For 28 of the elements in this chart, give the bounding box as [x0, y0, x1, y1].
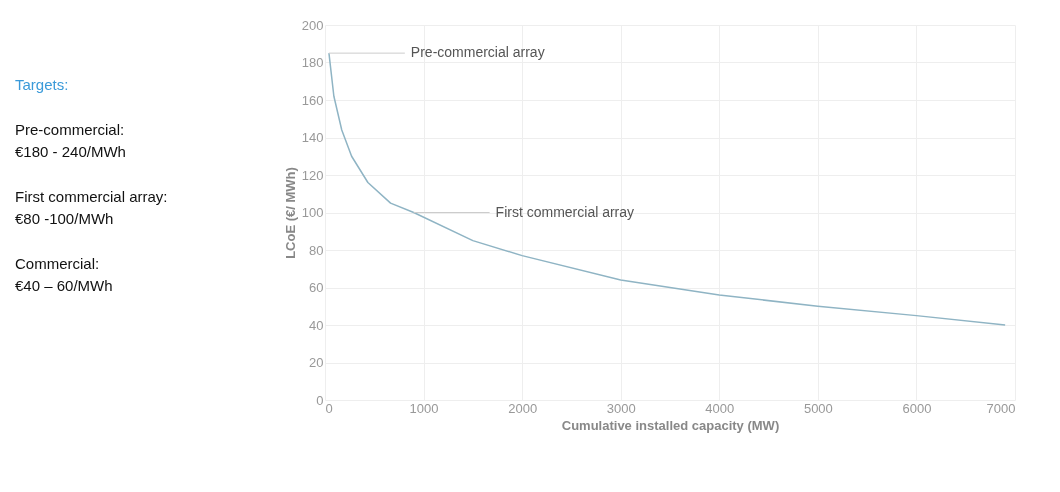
- x-tick-label: 1000: [409, 400, 439, 416]
- text: €80 -100/MWh: [15, 210, 114, 227]
- text: Pre-commercial:: [15, 121, 125, 138]
- y-tick-label: 200: [301, 17, 324, 33]
- y-tick-label: 20: [309, 355, 324, 370]
- x-tick-label: 4000: [705, 400, 735, 416]
- x-tick-label: 7000: [986, 400, 1016, 416]
- y-tick-label: 180: [301, 55, 324, 70]
- y-tick-label: 120: [301, 167, 324, 183]
- x-tick-label: 5000: [803, 400, 833, 416]
- annotation: Pre-commercial array: [410, 44, 545, 61]
- y-tick-label: 60: [309, 280, 324, 295]
- y-tick-label: 80: [309, 242, 324, 258]
- y-tick-label: 160: [301, 92, 324, 108]
- text: €40 – 60/MWh: [15, 277, 113, 294]
- x-tick-label: 2000: [508, 400, 538, 416]
- text: €180 - 240/MWh: [15, 143, 126, 160]
- y-tick-label: 100: [301, 205, 324, 220]
- x-tick-label: 6000: [902, 400, 932, 416]
- y-axis-title: LCoE (€/ MWh): [282, 167, 298, 259]
- text: Targets:: [15, 76, 69, 93]
- x-tick-label: 3000: [606, 400, 636, 416]
- y-tick-label: 140: [301, 130, 324, 145]
- text: Commercial:: [15, 255, 100, 272]
- x-axis-title: Cumulative installed capacity (MW): [561, 417, 780, 433]
- y-tick-label: 40: [309, 317, 324, 333]
- text: First commercial array:: [15, 188, 168, 205]
- annotation: First commercial array: [495, 203, 635, 220]
